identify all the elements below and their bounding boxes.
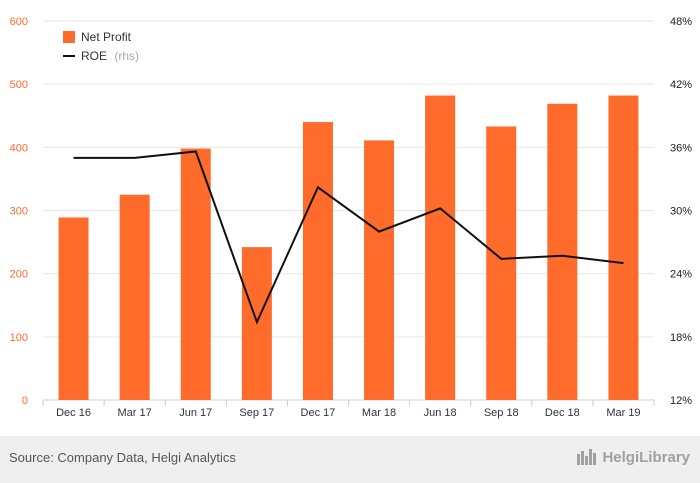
legend-label-roe: ROE (rhs): [81, 49, 139, 63]
y-right-tick-label: 18%: [670, 332, 692, 344]
chart-svg: 0 12% 100 18% 200 24% 300 30% 400 36% 500 42% 600 48%…: [10, 16, 693, 419]
y-right-tick-label: 12%: [670, 395, 692, 407]
y-left-tick-label: 0: [22, 395, 28, 407]
y-right-tick-label: 24%: [670, 269, 692, 281]
y-left-tick-label: 600: [10, 16, 28, 28]
x-tick-label: Jun 18: [424, 407, 457, 419]
y-right-tick-label: 30%: [670, 206, 692, 218]
y-right-tick-label: 36%: [670, 142, 692, 154]
bar-net-profit: [364, 140, 395, 400]
y-left-tick-label: 500: [10, 79, 28, 91]
x-tick-label: Mar 19: [606, 407, 640, 419]
roe-line: [73, 150, 624, 325]
bar-net-profit: [119, 194, 150, 400]
y-right-tick-label: 42%: [670, 79, 692, 91]
x-tick-label: Jun 17: [179, 407, 212, 419]
source-note: Source: Company Data, Helgi Analytics: [9, 450, 236, 465]
bar-net-profit: [486, 126, 517, 400]
axis-ticks: 0 12% 100 18% 200 24% 300 30% 400 36% 500 42% 600 48%…: [10, 16, 693, 419]
y-left-tick-label: 300: [10, 206, 28, 218]
brand-logo: HelgiLibrary: [576, 448, 690, 466]
legend-label-roe-suffix: (rhs): [114, 49, 139, 63]
x-tick-label: Mar 18: [362, 407, 396, 419]
library-icon: [577, 449, 597, 465]
bar-net-profit: [547, 103, 578, 400]
legend-label-roe-name: ROE: [81, 49, 107, 63]
bars: [58, 95, 639, 401]
y-left-tick-label: 100: [10, 332, 28, 344]
brand-name: HelgiLibrary: [602, 448, 690, 466]
legend-swatch-net-profit: [63, 31, 75, 43]
legend-label-net-profit: Net Profit: [81, 30, 132, 44]
y-right-tick-label: 48%: [670, 16, 692, 28]
roe-line-group: [73, 150, 624, 325]
x-tick-label: Sep 17: [239, 407, 274, 419]
y-left-tick-label: 400: [10, 142, 28, 154]
y-left-tick-label: 200: [10, 269, 28, 281]
x-tick-label: Dec 17: [301, 407, 336, 419]
bar-net-profit: [302, 122, 333, 401]
bar-net-profit: [180, 148, 211, 400]
x-tick-label: Dec 16: [56, 407, 91, 419]
x-tick-label: Sep 18: [484, 407, 519, 419]
bar-net-profit: [58, 217, 89, 400]
x-tick-label: Mar 17: [118, 407, 152, 419]
legend: Net Profit ROE (rhs): [63, 30, 139, 63]
bar-net-profit: [425, 95, 456, 400]
bar-net-profit: [608, 95, 639, 400]
x-tick-label: Dec 18: [545, 407, 580, 419]
